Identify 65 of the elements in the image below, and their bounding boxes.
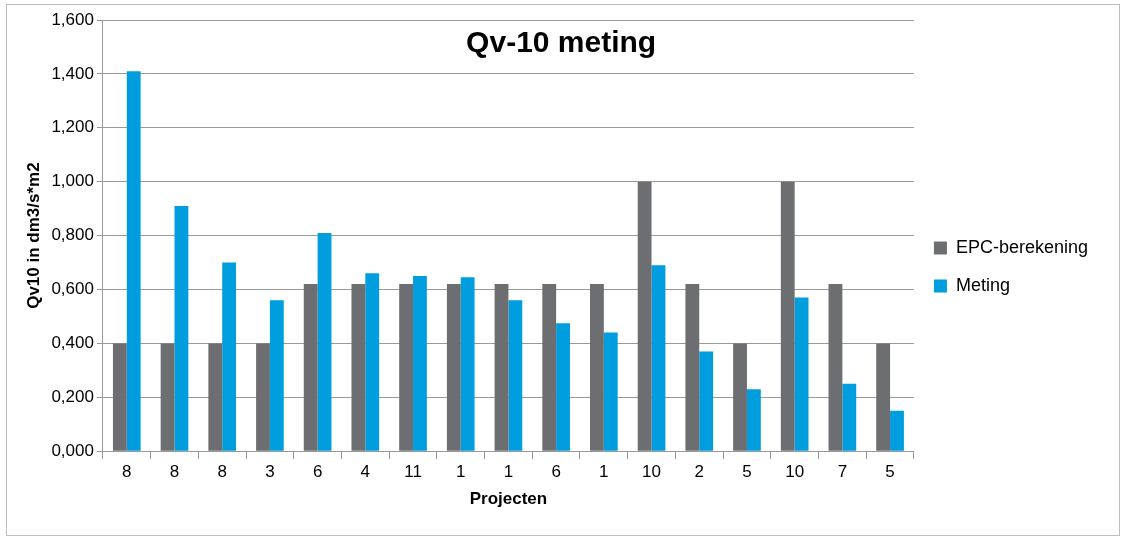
bar: [508, 300, 523, 451]
x-tick-label: 3: [265, 462, 275, 482]
bar: [590, 284, 604, 451]
bar: [603, 332, 618, 451]
bar: [685, 284, 700, 451]
bar: [351, 284, 366, 451]
bar: [780, 181, 795, 451]
chart-title: Qv-10 meting: [466, 25, 657, 59]
bar: [460, 277, 475, 451]
x-tick-label: 10: [642, 462, 662, 482]
bar: [651, 265, 666, 451]
x-tick-label: 4: [360, 462, 371, 482]
x-tick-label: 5: [742, 462, 752, 482]
bar: [876, 343, 891, 451]
bar: [399, 284, 414, 451]
bar: [256, 343, 270, 451]
bar: [556, 323, 570, 451]
x-tick-label: 7: [837, 462, 848, 482]
x-tick-label: 5: [885, 462, 895, 482]
bar: [699, 351, 714, 451]
y-tick-label: 0,800: [51, 225, 94, 245]
x-tick-label: 1: [599, 462, 609, 482]
bar: [126, 71, 141, 451]
bar: [842, 383, 857, 451]
x-tick-label: 8: [122, 462, 132, 482]
x-tick-label: 6: [312, 462, 323, 482]
x-tick-label: 6: [551, 462, 561, 482]
bar: [746, 389, 761, 451]
bar: [446, 284, 461, 451]
bar: [542, 284, 557, 451]
y-tick-label: 1,000: [51, 171, 94, 191]
x-tick-label: 2: [694, 462, 704, 482]
y-tick-label: 0,400: [51, 333, 94, 353]
bar: [303, 284, 318, 451]
bar: [269, 300, 284, 451]
x-tick-label: 1: [455, 462, 466, 482]
y-axis-title: Qv10 in dm3/s*m2: [23, 162, 43, 309]
bar: [828, 284, 843, 451]
bar: [112, 343, 127, 451]
x-axis-title: Projecten: [469, 489, 548, 509]
bar: [733, 343, 747, 451]
bar: [317, 232, 332, 451]
x-tick-label: 8: [217, 462, 227, 482]
bar: [222, 262, 237, 451]
x-tick-label: 10: [785, 462, 805, 482]
legend-label: Meting: [955, 274, 1010, 295]
y-tick-label: 1,400: [51, 63, 94, 83]
x-tick-label: 11: [404, 462, 422, 482]
y-tick-label: 0,200: [51, 386, 94, 406]
bar: [174, 205, 189, 451]
bar: [208, 343, 223, 451]
y-tick-label: 0,600: [51, 279, 94, 299]
y-tick-label: 0,000: [51, 440, 94, 460]
bar: [413, 276, 427, 451]
y-tick-label: 1,600: [51, 9, 94, 29]
bar: [794, 297, 809, 451]
bar: [890, 410, 904, 451]
y-tick-label: 1,200: [51, 117, 94, 137]
bar: [637, 181, 652, 451]
legend-label: EPC-berekening: [955, 236, 1088, 257]
bar: [365, 273, 380, 451]
bar: [494, 284, 509, 451]
x-tick-label: 1: [503, 462, 514, 482]
bar: [160, 343, 175, 451]
x-tick-label: 8: [169, 462, 180, 482]
